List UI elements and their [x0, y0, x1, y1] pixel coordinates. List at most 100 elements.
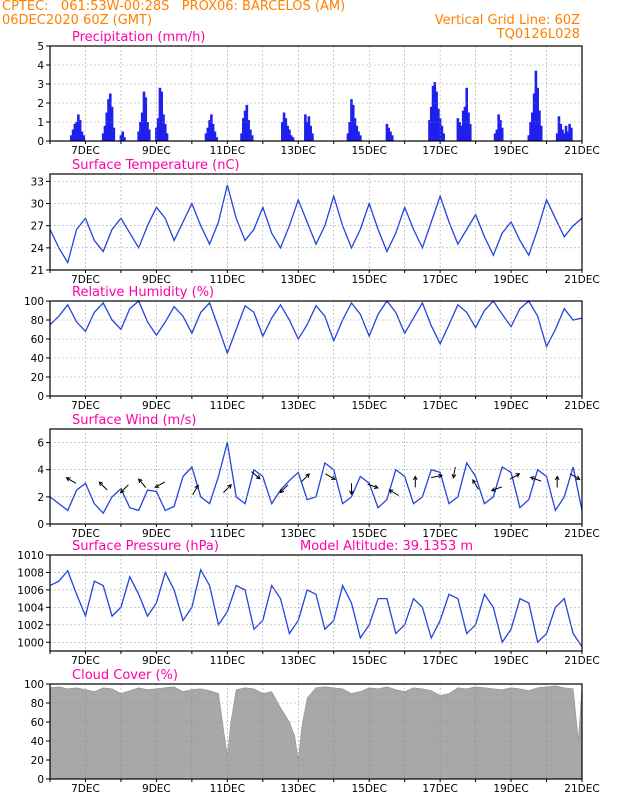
y-tick-label: 20: [31, 755, 44, 767]
x-tick-label: 7DEC: [71, 274, 100, 286]
x-tick-label: 9DEC: [142, 145, 171, 157]
precip-bar: [309, 125, 312, 141]
wind-vector-arrow: [65, 477, 77, 484]
series-line-wind: [49, 442, 583, 515]
y-tick-label: 1000: [17, 637, 44, 649]
x-tick-label: 11DEC: [210, 528, 245, 540]
x-tick-label: 15DEC: [351, 145, 386, 157]
precip-bar: [570, 127, 573, 141]
precip-bar: [357, 131, 360, 141]
x-tick-label: 21DEC: [564, 655, 599, 667]
y-tick-label: 1: [37, 117, 44, 129]
y-tick-label: 1006: [17, 585, 44, 597]
precip-bar: [390, 135, 394, 141]
precip-bar: [539, 125, 543, 141]
precip-bar: [351, 104, 355, 141]
panel-precip: [46, 45, 583, 144]
precip-bar: [531, 112, 534, 141]
x-tick-label: 19DEC: [493, 400, 528, 412]
y-tick-label: 1010: [17, 550, 44, 562]
precip-bar: [148, 129, 151, 141]
precip-bar: [121, 131, 125, 141]
wind-vector-arrow: [451, 466, 457, 479]
x-tick-label: 7DEC: [71, 783, 100, 795]
precip-bar: [458, 122, 461, 141]
y-tick-label: 2: [37, 98, 44, 110]
precip-bar: [241, 118, 245, 141]
x-tick-label: 11DEC: [210, 783, 245, 795]
precip-bar: [107, 99, 110, 141]
wind-vector-arrow: [529, 476, 542, 482]
precip-bar: [69, 135, 73, 141]
precip-bar: [389, 131, 392, 141]
precip-bar: [123, 137, 126, 141]
precip-bar: [137, 131, 140, 141]
panel-cloud: [46, 683, 583, 782]
precip-bar: [460, 125, 463, 141]
precip-bar: [77, 114, 80, 141]
x-tick-label: 17DEC: [422, 655, 457, 667]
x-tick-label: 13DEC: [281, 274, 316, 286]
panel-frame: [49, 300, 583, 397]
wind-vector-arrow: [472, 479, 479, 490]
precip-bar: [210, 114, 213, 141]
precip-bar: [493, 133, 497, 141]
x-tick-label: 9DEC: [142, 528, 171, 540]
precip-bar: [385, 123, 389, 141]
precip-bar: [286, 125, 289, 141]
precip-bar: [158, 87, 162, 141]
x-tick-label: 17DEC: [422, 274, 457, 286]
model-id: TQ0126L028: [496, 27, 580, 42]
precip-bar: [288, 129, 291, 141]
panel-title: Cloud Cover (%): [72, 668, 178, 683]
wind-vector-arrow: [388, 489, 400, 496]
precip-bar: [71, 129, 75, 141]
precip-bar: [527, 135, 531, 141]
precip-bar: [429, 106, 433, 141]
x-tick-label: 13DEC: [281, 400, 316, 412]
y-tick-label: 30: [31, 199, 44, 211]
y-tick-label: 0: [37, 391, 44, 403]
x-tick-label: 11DEC: [210, 145, 245, 157]
wind-vector-arrow: [325, 473, 336, 480]
precip-bar: [206, 127, 210, 141]
precip-bar: [284, 118, 288, 141]
precip-bar: [215, 137, 218, 141]
x-tick-label: 7DEC: [71, 655, 100, 667]
x-tick-label: 9DEC: [142, 783, 171, 795]
wind-vector-arrow: [554, 475, 560, 488]
wind-vector-arrow: [138, 478, 147, 488]
y-tick-label: 60: [31, 334, 44, 346]
precip-bar: [353, 118, 357, 141]
precip-bar: [101, 133, 105, 141]
x-tick-label: 21DEC: [564, 274, 599, 286]
x-tick-label: 15DEC: [351, 400, 386, 412]
precip-bar: [437, 108, 440, 141]
x-tick-label: 7DEC: [71, 400, 100, 412]
precip-bar: [532, 93, 536, 141]
y-tick-label: 1002: [17, 620, 44, 632]
x-tick-label: 21DEC: [564, 400, 599, 412]
precip-bar: [140, 112, 144, 141]
precip-bar: [463, 106, 467, 141]
precip-bar: [465, 87, 469, 141]
panel-frame: [49, 554, 583, 652]
precip-bar: [204, 133, 208, 141]
wind-vector-arrow: [192, 484, 199, 496]
x-tick-label: 19DEC: [493, 274, 528, 286]
precip-bar: [156, 118, 160, 141]
x-tick-label: 11DEC: [210, 274, 245, 286]
precip-bar: [568, 123, 571, 141]
precip-bar: [243, 110, 247, 141]
panel-temp: [46, 173, 583, 273]
precip-bar: [249, 129, 252, 141]
panel-title: Relative Humidity (%): [72, 285, 214, 300]
precip-bar: [73, 123, 77, 141]
panel-title: Surface Wind (m/s): [72, 413, 196, 428]
precip-bar: [562, 133, 566, 141]
x-tick-label: 19DEC: [493, 528, 528, 540]
precip-bar: [561, 129, 564, 141]
precip-bar: [350, 99, 353, 141]
y-tick-label: 4: [37, 60, 44, 72]
